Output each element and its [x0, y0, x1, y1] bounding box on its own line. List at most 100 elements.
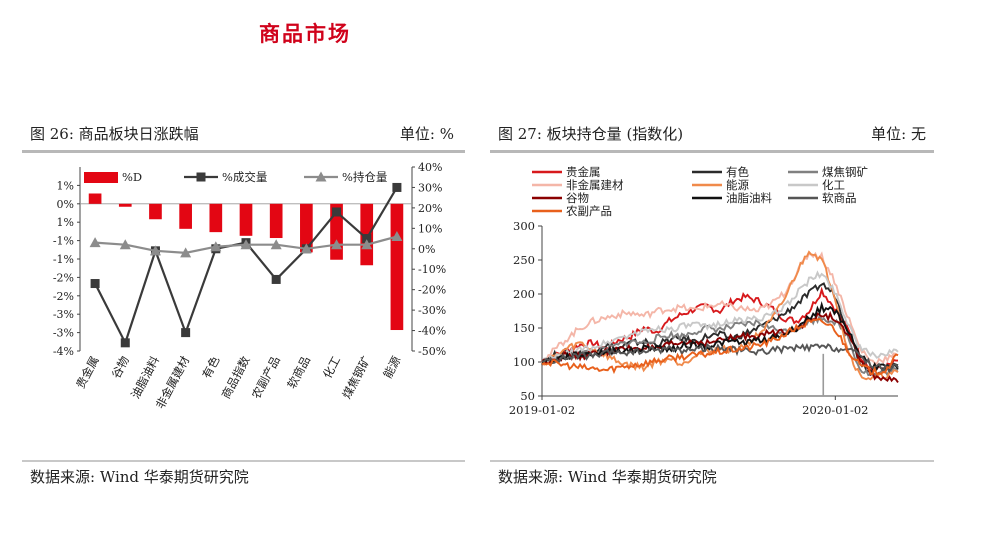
oi-point-4 [210, 241, 222, 252]
category-label-10: 能源 [380, 353, 403, 380]
x-tick-label-1: 2020-01-02 [802, 403, 868, 417]
oi-point-3 [180, 247, 192, 258]
left-chart-unit: 单位: % [399, 125, 454, 143]
bar-2 [149, 203, 162, 220]
category-label-8: 化工 [320, 354, 343, 381]
right-y-tick-label: 30% [418, 181, 442, 194]
right-y-tick-label: -20% [418, 284, 446, 297]
right-y-tick-label: 40% [418, 161, 442, 174]
y-tick-label: 100 [513, 355, 535, 369]
left-panel-header: 图 26: 商品板块日涨跌幅 单位: % [22, 123, 462, 149]
series-line-3 [541, 251, 899, 366]
legend-label-4: 能源 [726, 178, 749, 192]
left-y-tick-label: 1% [57, 216, 74, 229]
right-y-tick-label: 0% [418, 243, 435, 256]
y-tick-label: 200 [513, 287, 535, 301]
legend-label-9: 农副产品 [566, 204, 612, 218]
oi-point-1 [119, 239, 131, 250]
legend-label-2: %持仓量 [342, 170, 387, 184]
bar-3 [179, 203, 192, 229]
volume-point-9 [362, 234, 372, 244]
bar-4 [209, 203, 223, 233]
bar-0 [88, 193, 102, 204]
bar-5 [239, 203, 253, 236]
left-source: 数据来源: Wind 华泰期货研究院 [30, 468, 249, 486]
category-label-6: 农副产品 [249, 354, 283, 401]
legend-label-6: 谷物 [566, 191, 589, 205]
volume-point-3 [181, 328, 191, 338]
legend-label-0: %D [122, 170, 142, 184]
category-label-5: 商品指数 [219, 353, 253, 401]
oi-point-10 [391, 231, 403, 242]
right-y-tick-label: -10% [418, 263, 446, 276]
oi-point-8 [331, 239, 343, 250]
right-y-tick-label: -50% [418, 345, 446, 358]
category-label-9: 煤焦钢矿 [339, 354, 373, 401]
series-line-8 [541, 342, 899, 373]
legend-label-2: 煤焦钢矿 [822, 165, 868, 179]
legend-label-8: 软商品 [822, 191, 857, 205]
legend-triangle-marker [315, 171, 327, 182]
category-label-7: 软商品 [284, 354, 313, 391]
right-y-tick-label: -40% [418, 325, 446, 338]
volume-point-1 [120, 338, 130, 348]
left-top-rule [22, 150, 465, 153]
right-panel-header: 图 27: 板块持仓量 (指数化) 单位: 无 [490, 123, 934, 149]
category-label-4: 有色 [199, 353, 222, 380]
legend-label-3: 非金属建材 [566, 178, 624, 192]
oi-point-6 [270, 239, 282, 250]
x-tick-label-0: 2019-01-02 [509, 403, 575, 417]
right-y-tick-label: -30% [418, 304, 446, 317]
bar-10 [390, 203, 404, 331]
right-chart-unit: 单位: 无 [871, 125, 926, 143]
bar-6 [269, 203, 283, 239]
right-y-tick-label: 10% [418, 222, 442, 235]
category-label-1: 谷物 [109, 354, 132, 381]
y-tick-label: 250 [513, 253, 535, 267]
y-tick-label: 50 [520, 389, 535, 403]
legend-label-5: 化工 [822, 178, 845, 192]
oi-point-2 [149, 245, 161, 256]
left-y-tick-label: 0% [57, 198, 74, 211]
page-title: 商品市场 [259, 21, 351, 46]
oi-point-9 [361, 239, 373, 250]
left-y-tick-label: -1% [53, 253, 74, 266]
right-y-tick-label: 20% [418, 202, 442, 215]
legend-label-0: 贵金属 [566, 165, 601, 179]
left-y-tick-label: -4% [53, 345, 74, 358]
volume-point-6 [271, 274, 281, 284]
legend-label-1: 有色 [726, 165, 749, 179]
left-chart-title: 图 26: 商品板块日涨跌幅 [30, 125, 199, 143]
left-y-tick-label: -2% [53, 290, 74, 303]
right-source: 数据来源: Wind 华泰期货研究院 [498, 468, 717, 486]
volume-point-8 [332, 207, 342, 217]
bar-1 [118, 203, 132, 207]
left-bottom-rule [22, 460, 465, 462]
left-y-tick-label: 1% [57, 179, 74, 192]
category-label-2: 油脂油料 [128, 353, 162, 401]
y-tick-label: 300 [513, 219, 535, 233]
legend-label-7: 油脂油料 [726, 191, 772, 205]
volume-point-0 [90, 279, 100, 289]
category-label-0: 贵金属 [73, 354, 102, 391]
left-chart: -4% -3% -3% -2% -2% -1% -1% 1% 0% 1% -50% -40% -30% -… [53, 161, 446, 411]
series-line-9 [541, 317, 899, 376]
series-line-7 [541, 300, 899, 373]
left-y-tick-label: -2% [53, 271, 74, 284]
oi-point-5 [240, 239, 252, 250]
left-y-tick-label: -3% [53, 308, 74, 321]
oi-point-7 [300, 243, 312, 254]
left-y-tick-label: -3% [53, 327, 74, 340]
legend-square-marker [196, 172, 206, 182]
legend-bar-swatch [84, 172, 118, 183]
right-bottom-rule [490, 460, 934, 462]
bar-7 [300, 203, 313, 253]
right-top-rule [490, 150, 934, 153]
volume-point-10 [392, 182, 402, 192]
y-tick-label: 150 [513, 321, 535, 335]
series-line-5 [541, 270, 899, 366]
right-chart-title: 图 27: 板块持仓量 (指数化) [498, 125, 684, 143]
oi-point-0 [89, 237, 101, 248]
left-y-tick-label: -1% [53, 235, 74, 248]
